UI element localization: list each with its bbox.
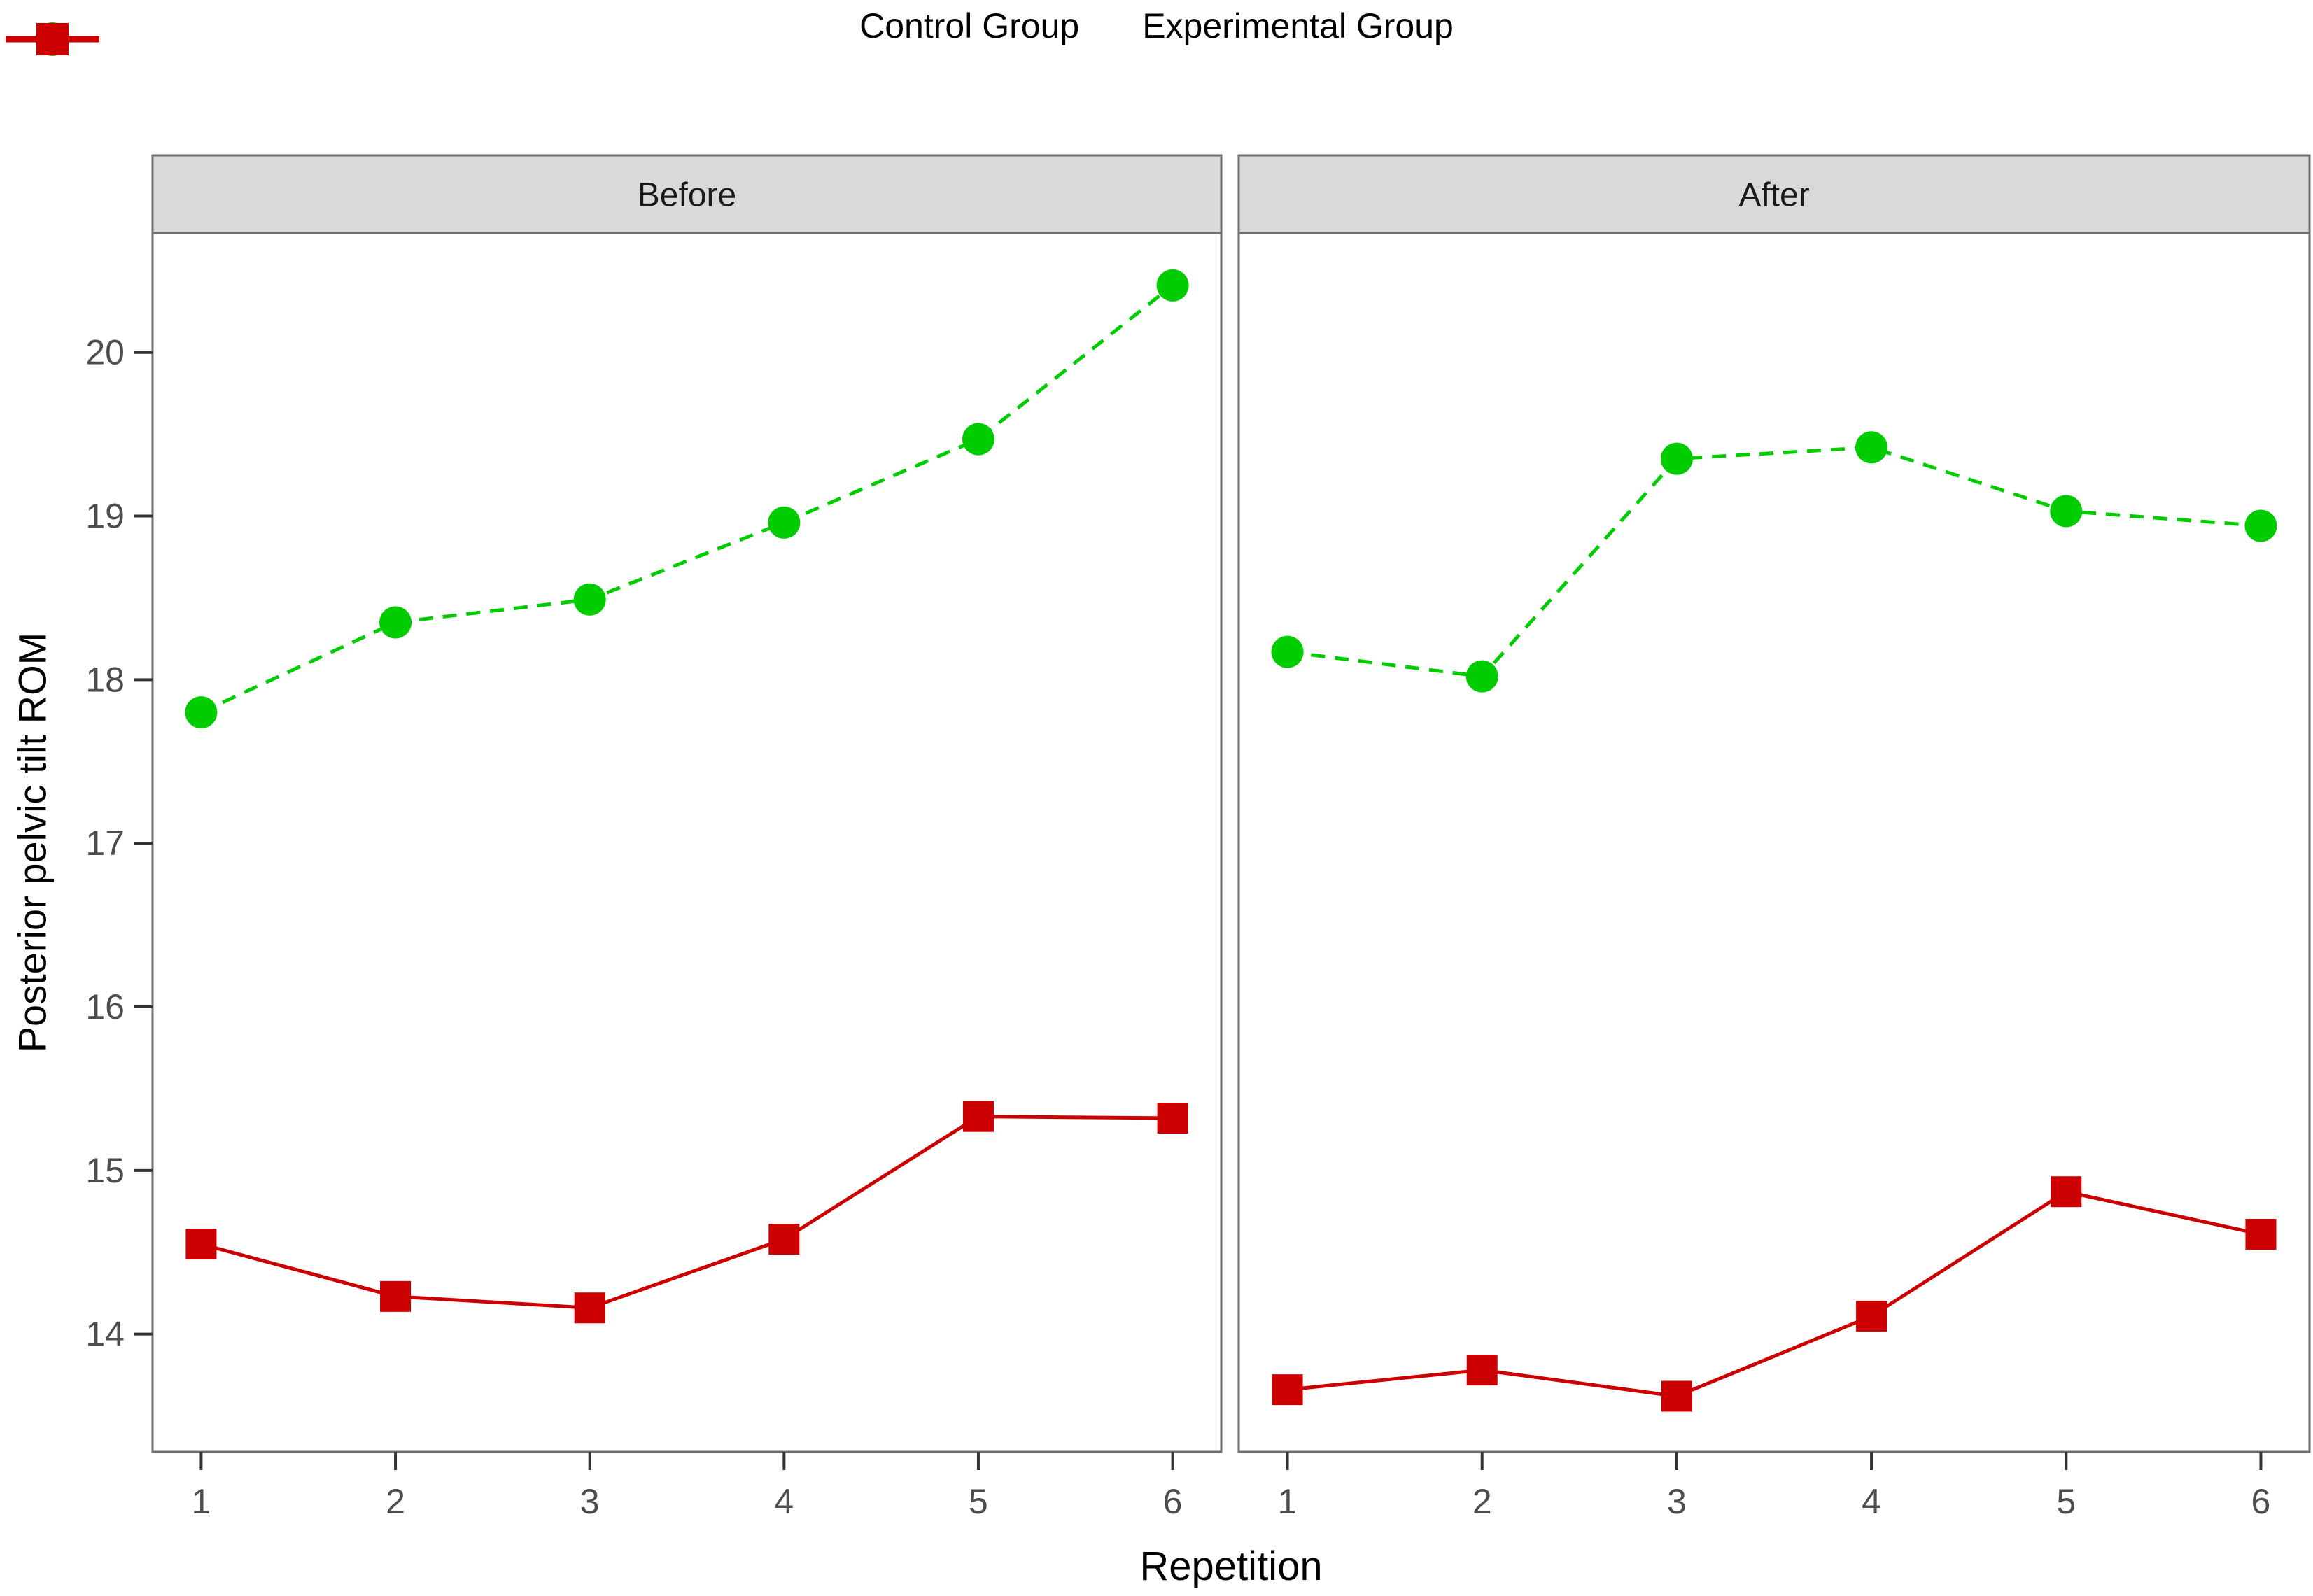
legend-item-experimental: Experimental Group: [6, 6, 1454, 55]
x-tick-label: 6: [1163, 1482, 1183, 1521]
x-tick-label: 3: [1667, 1482, 1687, 1521]
data-point-circle: [185, 696, 218, 729]
data-point-circle: [1660, 442, 1693, 475]
panel-before: Before 1 2 3 4 5 6: [151, 154, 1223, 1521]
strip-title: Before: [638, 177, 736, 214]
y-tick-label: 20: [85, 333, 125, 372]
y-tick-label: 16: [85, 987, 125, 1026]
y-tick-label: 14: [85, 1315, 125, 1354]
legend-label-experimental: Experimental Group: [1142, 6, 1454, 45]
x-tick-label: 2: [1472, 1482, 1492, 1521]
data-point-square: [380, 1280, 412, 1312]
x-axis-title: Repetition: [1139, 1544, 1323, 1589]
data-point-square: [2245, 1219, 2277, 1250]
x-tick-label: 1: [1278, 1482, 1298, 1521]
data-point-square: [962, 1101, 994, 1132]
data-point-square: [185, 1229, 217, 1260]
series-line-control: [200, 283, 1174, 714]
x-tick-label: 5: [969, 1482, 988, 1521]
data-point-square: [574, 1292, 605, 1324]
series-line-experimental: [1287, 1189, 2261, 1399]
data-point-circle: [2244, 509, 2277, 542]
panel-border: [151, 232, 1223, 1453]
data-point-square: [1272, 1374, 1303, 1406]
data-point-circle: [573, 583, 606, 616]
data-point-square: [1661, 1380, 1692, 1412]
x-tick-label: 5: [2056, 1482, 2076, 1521]
y-tick-label: 15: [85, 1151, 125, 1190]
legend-label-control: Control Group: [859, 6, 1080, 45]
x-tick-label: 6: [2251, 1482, 2271, 1521]
data-point-square: [2051, 1176, 2082, 1208]
data-point-circle: [962, 423, 994, 456]
data-point-circle: [379, 606, 412, 639]
data-point-square: [1856, 1300, 1887, 1332]
y-tick-label: 18: [85, 660, 125, 699]
y-tick-label: 17: [85, 824, 125, 863]
x-tick-label: 1: [192, 1482, 211, 1521]
strip-header: [1237, 154, 2311, 234]
panel-after: After 1 2 3 4 5 6: [1237, 154, 2311, 1521]
strip-title: After: [1738, 177, 1809, 214]
data-point-square: [1157, 1102, 1188, 1134]
data-point-circle: [1855, 431, 1888, 464]
data-point-square: [1466, 1355, 1498, 1386]
data-point-circle: [1271, 635, 1304, 668]
x-tick-label: 4: [1862, 1482, 1881, 1521]
data-point-square: [768, 1224, 800, 1255]
experimental-group-key-icon: [6, 23, 99, 55]
legend: Control Group Experimental Group: [0, 6, 2313, 56]
series-line-experimental: [200, 1115, 1173, 1310]
x-tick-label: 2: [386, 1482, 405, 1521]
x-tick-label: 4: [774, 1482, 794, 1521]
data-point-circle: [2050, 495, 2083, 528]
data-point-circle: [1156, 269, 1189, 302]
strip-header: [151, 154, 1223, 234]
panel-border: [1237, 232, 2311, 1453]
y-tick-label: 19: [85, 497, 125, 536]
x-tick-label: 3: [580, 1482, 600, 1521]
data-point-circle: [768, 506, 801, 539]
data-point-circle: [1465, 660, 1498, 693]
